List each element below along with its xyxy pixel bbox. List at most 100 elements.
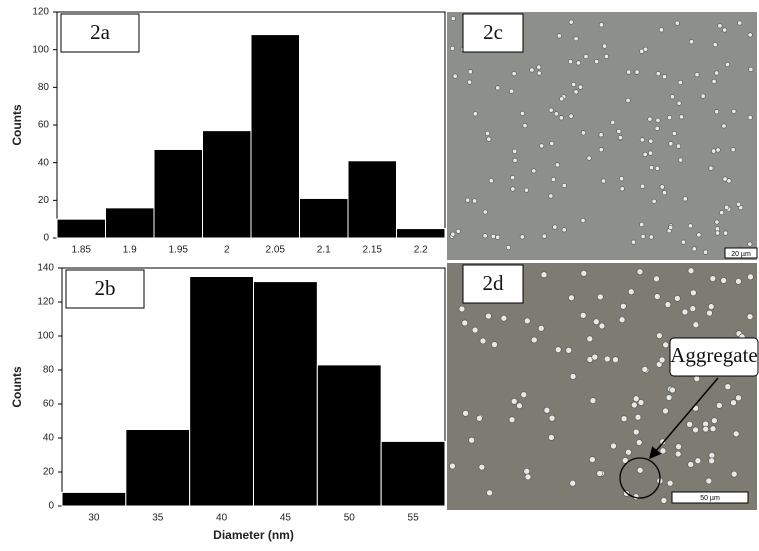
particle (716, 402, 723, 409)
particle (735, 394, 742, 402)
particle (511, 71, 517, 77)
particle (618, 316, 626, 324)
particle (677, 80, 683, 86)
particle (717, 23, 723, 29)
particle (579, 312, 587, 319)
particle (723, 230, 729, 236)
bar (61, 491, 127, 507)
particle (647, 116, 653, 122)
particle (568, 294, 575, 302)
scale-bar (671, 491, 749, 504)
particle (553, 111, 559, 117)
particle (687, 223, 693, 229)
particle (689, 39, 695, 45)
x-tick-label: 1.85 (72, 245, 92, 256)
particle (722, 176, 728, 182)
particle (580, 130, 586, 136)
particle (681, 308, 689, 316)
y-tick-label: 20 (43, 467, 55, 478)
particle (531, 168, 537, 174)
y-tick-label: 20 (38, 195, 50, 206)
particle (620, 415, 628, 422)
particle (450, 15, 456, 21)
particle (712, 42, 718, 48)
particle (690, 289, 697, 297)
particle (640, 183, 646, 189)
particle (714, 109, 720, 115)
particle (626, 69, 632, 75)
particle (573, 36, 579, 42)
particle (619, 186, 625, 192)
particle (706, 309, 713, 317)
bar (380, 440, 446, 507)
x-tick-label: 40 (216, 513, 228, 524)
particle (479, 337, 487, 345)
particle (692, 426, 699, 434)
particle (516, 402, 523, 410)
particle (509, 88, 515, 94)
particle (724, 204, 730, 210)
particle (730, 399, 737, 406)
panel-label-box (462, 264, 524, 304)
particle (455, 228, 461, 234)
particle (722, 27, 728, 33)
particle (586, 155, 592, 161)
particle (669, 386, 676, 394)
bar (202, 130, 252, 239)
particle (561, 182, 567, 188)
particle (617, 135, 623, 141)
particle (636, 466, 644, 474)
particle (594, 59, 600, 65)
particle (675, 443, 682, 450)
y-tick-label: 40 (43, 433, 55, 444)
y-axis-label: Counts (10, 104, 24, 146)
panel-label-box (60, 13, 140, 53)
particle (505, 245, 511, 251)
particle (662, 341, 669, 349)
particle (461, 319, 469, 327)
particle (592, 318, 600, 326)
particle (655, 71, 661, 77)
particle (552, 224, 558, 230)
particle (523, 317, 531, 325)
particle (510, 175, 516, 181)
particle (687, 461, 695, 468)
particle (500, 314, 508, 322)
particle (651, 198, 657, 204)
particle (530, 336, 538, 344)
particle (735, 278, 742, 285)
y-tick-label: 40 (38, 157, 50, 168)
aggregate-circle (619, 457, 661, 499)
particle (467, 79, 473, 85)
particle (610, 442, 617, 450)
particle (671, 130, 677, 136)
y-axis-label: Counts (10, 366, 24, 408)
particle (450, 231, 456, 237)
particle (632, 395, 640, 403)
particle (656, 332, 663, 339)
particle (694, 72, 700, 78)
particle (575, 60, 581, 66)
bar (253, 281, 318, 507)
particle (597, 293, 604, 301)
particle (731, 108, 737, 114)
particle (522, 123, 528, 129)
particle (707, 303, 715, 310)
particle (705, 477, 713, 485)
x-axis-label: Diameter (nm) (213, 528, 294, 542)
particle (568, 19, 574, 25)
particle (654, 293, 661, 300)
particle (476, 415, 483, 422)
particle (694, 457, 702, 465)
particle (512, 157, 518, 163)
panel-label: 2d (483, 271, 505, 295)
particle (523, 187, 529, 193)
particle (602, 43, 608, 49)
particle (561, 227, 567, 233)
particle (746, 313, 754, 321)
particle (703, 249, 709, 255)
particle (642, 151, 648, 157)
particle (715, 147, 721, 153)
particle (654, 125, 660, 131)
scale-bar-label: 50 µm (700, 495, 720, 502)
